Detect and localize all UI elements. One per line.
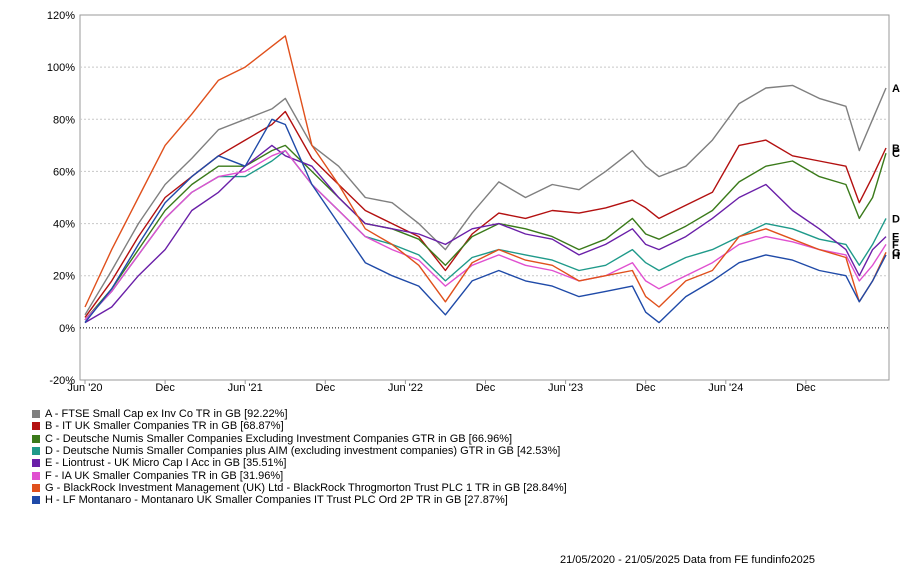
series-line-c bbox=[84, 144, 887, 321]
y-tick-label: 100% bbox=[47, 62, 75, 74]
legend-swatch bbox=[32, 410, 40, 419]
axis-layer: -20% 0% 20% 40% 60% 80% 100% 120% Jun '20 Dec Jun … bbox=[47, 10, 816, 394]
x-tick-label: Jun '22 bbox=[388, 382, 423, 394]
end-label-d: D bbox=[892, 213, 900, 225]
end-label-h: H bbox=[892, 250, 900, 262]
x-tick-label: Dec bbox=[476, 382, 496, 394]
legend-item: G - BlackRock Investment Management (UK)… bbox=[32, 482, 567, 494]
legend-label: H - LF Montanaro - Montanaro UK Smaller … bbox=[45, 494, 508, 507]
legend: A - FTSE Small Cap ex Inv Co TR in GB [9… bbox=[32, 408, 567, 506]
x-tick-label: Jun '21 bbox=[228, 382, 263, 394]
x-tick-label: Jun '23 bbox=[548, 382, 583, 394]
x-tick-label: Dec bbox=[796, 382, 816, 394]
legend-item: D - Deutsche Numis Smaller Companies plu… bbox=[32, 445, 567, 457]
legend-swatch bbox=[32, 434, 40, 443]
y-tick-label: 20% bbox=[53, 271, 75, 283]
y-tick-label: 0% bbox=[59, 323, 75, 335]
legend-label: C - Deutsche Numis Smaller Companies Exc… bbox=[45, 432, 513, 445]
legend-swatch bbox=[32, 483, 40, 492]
series-line-e bbox=[84, 144, 887, 324]
x-tick-label: Dec bbox=[155, 382, 175, 394]
series-line-d bbox=[84, 149, 887, 321]
end-label-g: G bbox=[892, 247, 900, 259]
legend-label: G - BlackRock Investment Management (UK)… bbox=[45, 481, 567, 494]
series-line-b bbox=[84, 110, 887, 318]
end-label-a: A bbox=[892, 83, 900, 95]
legend-item: E - Liontrust - UK Micro Cap I Acc in GB… bbox=[32, 457, 567, 469]
legend-label: E - Liontrust - UK Micro Cap I Acc in GB… bbox=[45, 457, 287, 470]
legend-item: A - FTSE Small Cap ex Inv Co TR in GB [9… bbox=[32, 408, 567, 420]
series-line-a bbox=[84, 84, 887, 316]
series-line-f bbox=[84, 149, 887, 321]
legend-label: F - IA UK Smaller Companies TR in GB [31… bbox=[45, 469, 284, 482]
legend-item: C - Deutsche Numis Smaller Companies Exc… bbox=[32, 433, 567, 445]
legend-item: B - IT UK Smaller Companies TR in GB [68… bbox=[32, 420, 567, 432]
plot-area bbox=[79, 14, 890, 381]
legend-swatch bbox=[32, 496, 40, 505]
x-tick-label: Dec bbox=[636, 382, 656, 394]
legend-item: H - LF Montanaro - Montanaro UK Smaller … bbox=[32, 494, 567, 506]
x-tick-label: Dec bbox=[316, 382, 336, 394]
grid-layer bbox=[79, 14, 890, 381]
end-label-c: C bbox=[892, 148, 900, 160]
x-tick-label: Jun '20 bbox=[67, 382, 102, 394]
legend-item: F - IA UK Smaller Companies TR in GB [31… bbox=[32, 469, 567, 482]
legend-label: A - FTSE Small Cap ex Inv Co TR in GB [9… bbox=[45, 408, 288, 421]
legend-label: B - IT UK Smaller Companies TR in GB [68… bbox=[45, 420, 284, 433]
y-tick-label: 40% bbox=[53, 219, 75, 231]
legend-swatch bbox=[32, 471, 40, 480]
legend-label: D - Deutsche Numis Smaller Companies plu… bbox=[45, 445, 561, 458]
y-tick-label: 80% bbox=[53, 114, 75, 126]
y-tick-label: -20% bbox=[49, 375, 75, 387]
y-tick-label: 60% bbox=[53, 166, 75, 178]
x-tick-label: Jun '24 bbox=[708, 382, 743, 394]
end-label-b: B bbox=[892, 143, 900, 155]
series-line-h bbox=[84, 118, 887, 324]
legend-swatch bbox=[32, 422, 40, 431]
end-label-e: E bbox=[892, 232, 899, 244]
series-layer bbox=[84, 35, 887, 324]
footer-date-range: 21/05/2020 - 21/05/2025 Data from FE fun… bbox=[560, 554, 816, 566]
y-tick-label: 120% bbox=[47, 10, 75, 22]
series-line-g bbox=[84, 35, 887, 308]
end-label-f: F bbox=[892, 239, 899, 251]
legend-swatch bbox=[32, 459, 40, 468]
legend-swatch bbox=[32, 447, 40, 456]
